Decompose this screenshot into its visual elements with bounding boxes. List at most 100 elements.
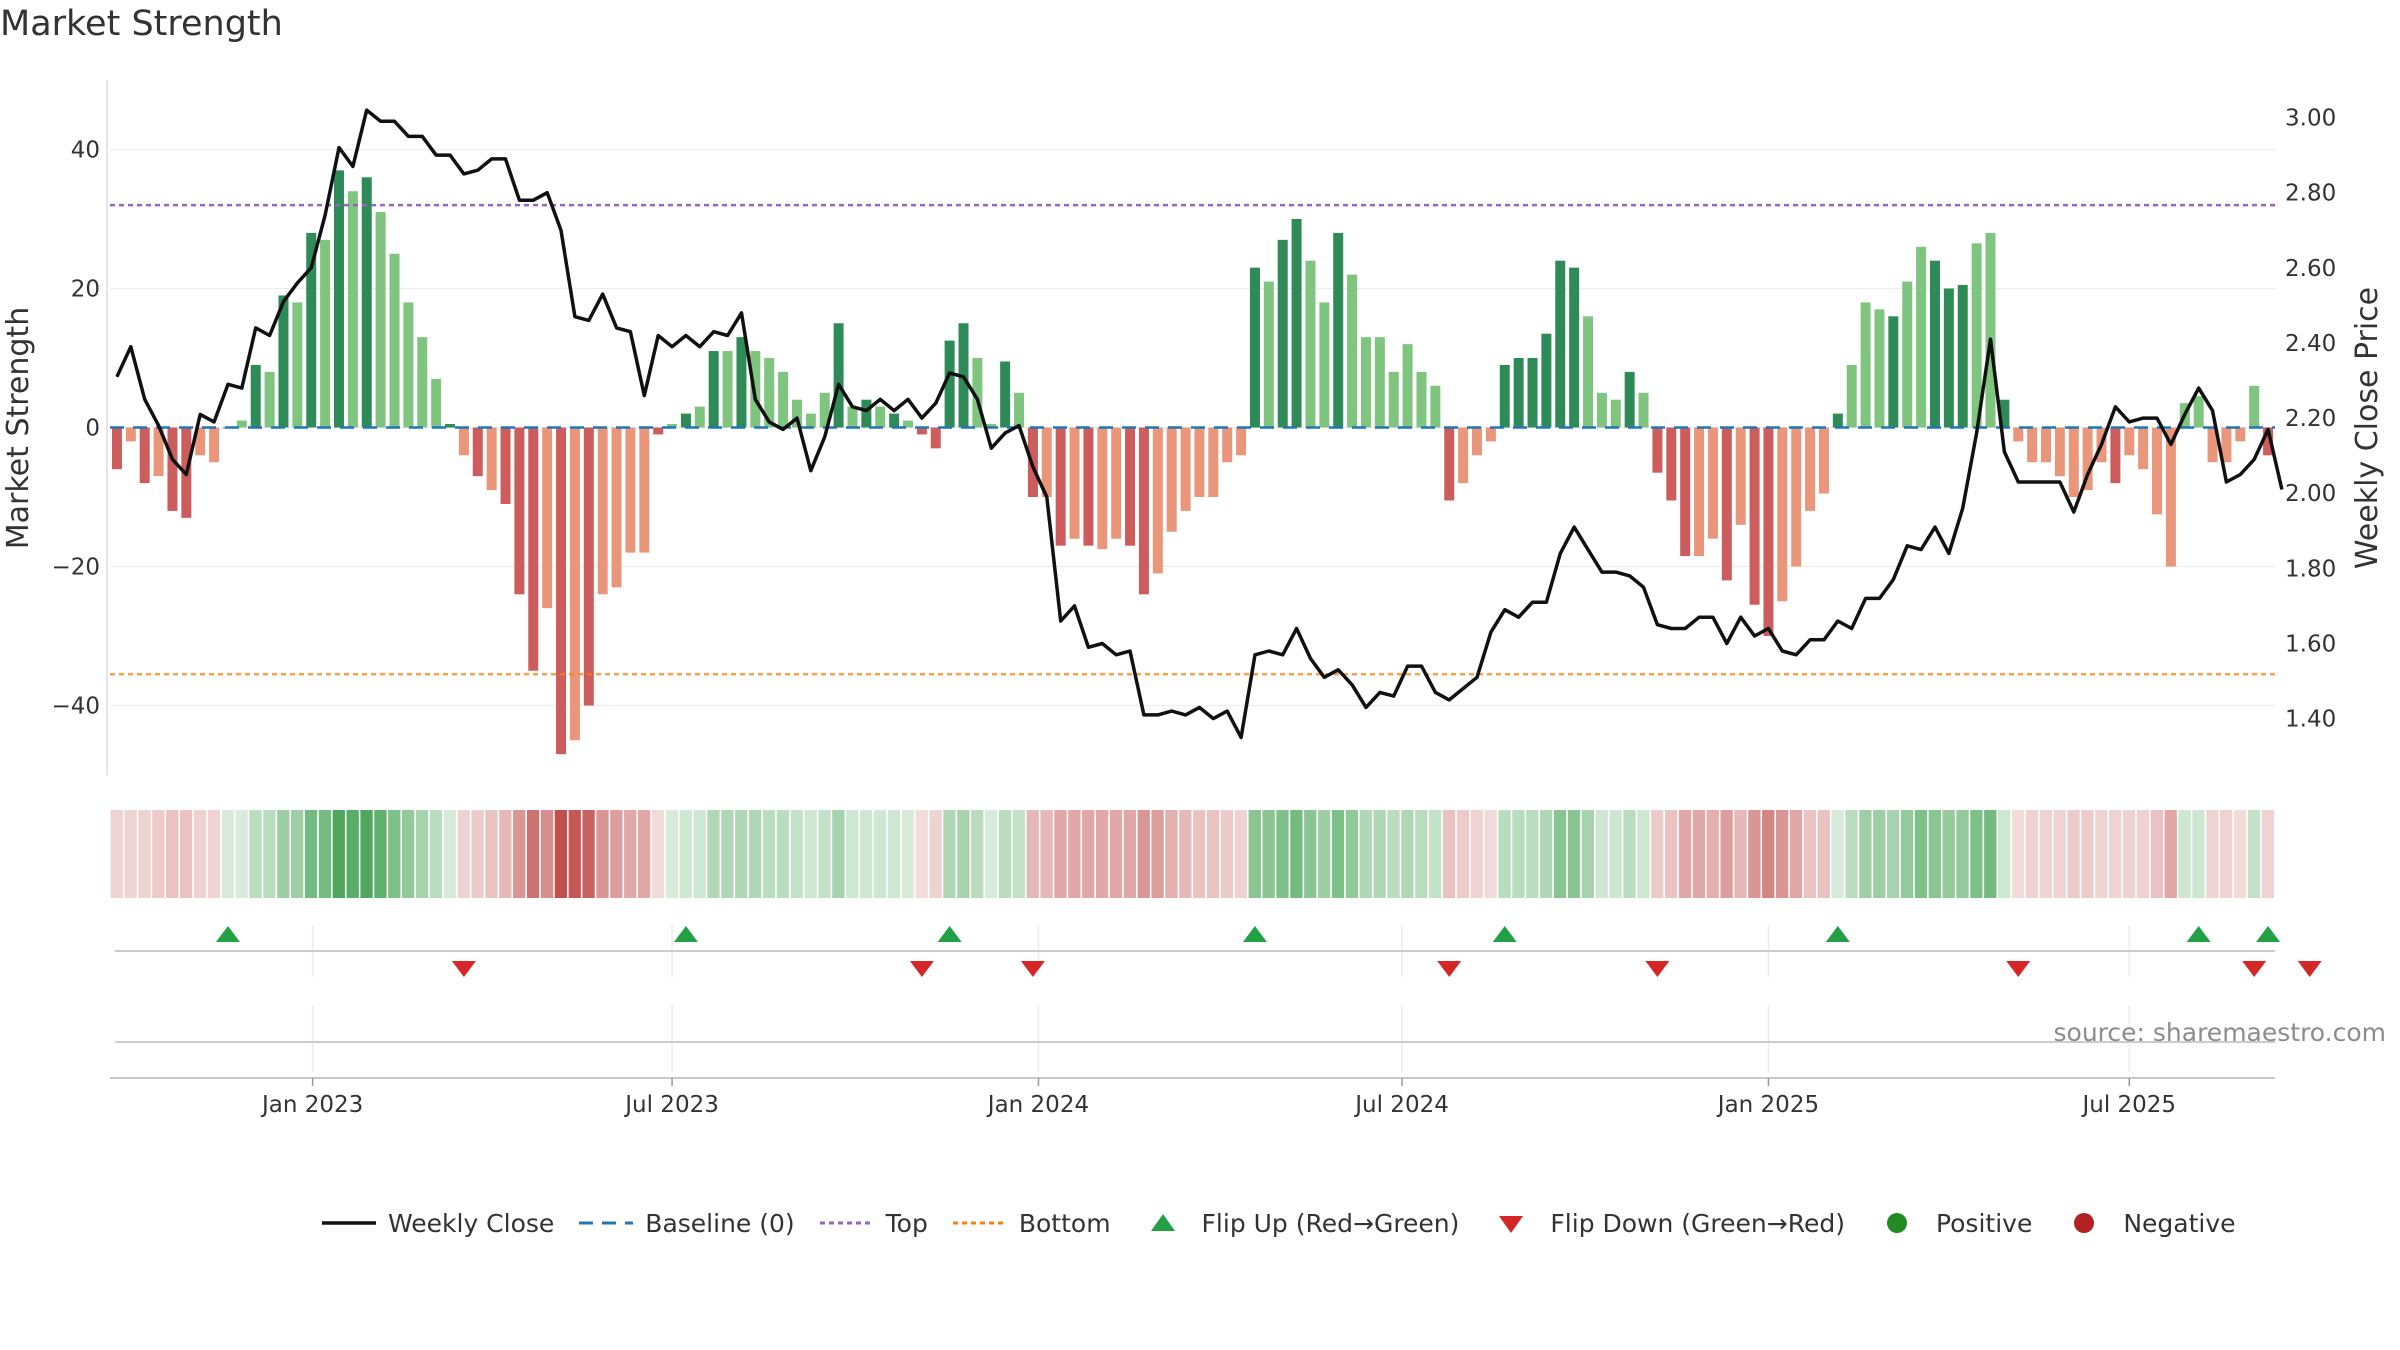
flip-down-marker — [909, 961, 934, 977]
strength-bar — [986, 424, 997, 428]
heat-cell — [1040, 810, 1053, 898]
heat-cell — [748, 810, 762, 898]
strength-bar — [209, 427, 220, 463]
strength-bar — [1041, 427, 1052, 497]
heat-cell — [2206, 810, 2219, 898]
legend-item: Negative — [2053, 1208, 2236, 1238]
heat-cell — [304, 810, 318, 898]
strength-bar — [125, 427, 136, 442]
heat-cell — [402, 810, 415, 898]
heat-cell — [1720, 810, 1733, 898]
strength-bar — [445, 424, 456, 428]
heat-cell — [360, 810, 373, 898]
reference-lines — [110, 203, 2275, 676]
heat-cell — [1512, 810, 1525, 898]
strength-bar — [667, 424, 678, 428]
heat-cell — [637, 810, 651, 898]
strength-bar — [1777, 427, 1788, 602]
strength-bar — [111, 427, 122, 470]
y2-axis-title: Weekly Close Price — [2350, 287, 2385, 569]
strength-bar — [153, 427, 164, 477]
heat-cell — [1526, 810, 1539, 898]
legend-label: Flip Up (Red→Green) — [1201, 1208, 1460, 1238]
heat-cell — [1956, 810, 1969, 898]
strength-bar — [2249, 385, 2260, 428]
heat-cell — [1734, 810, 1747, 898]
flip-up-marker — [1492, 926, 1517, 942]
legend-swatch — [322, 1221, 376, 1225]
flip-up-marker — [2256, 926, 2281, 942]
y-tick-label: 40 — [71, 138, 100, 164]
strength-bar — [1541, 333, 1552, 428]
strength-bar — [1222, 427, 1233, 463]
strength-bar — [1985, 232, 1996, 428]
strength-bar — [195, 427, 206, 456]
heat-cell — [1664, 810, 1678, 898]
strength-bar — [167, 427, 178, 511]
strength-bar — [1860, 302, 1871, 428]
strength-bar — [1277, 239, 1288, 428]
heat-cell — [263, 810, 276, 898]
strength-bar — [500, 427, 511, 504]
legend-swatch — [952, 1221, 1007, 1225]
heat-cell — [415, 810, 429, 898]
strength-bar — [1916, 246, 1927, 428]
strength-bar — [1902, 281, 1913, 428]
strength-bar — [1069, 427, 1080, 539]
strength-bar — [306, 232, 317, 428]
flip-down-marker — [2242, 961, 2267, 977]
heat-cell — [1845, 810, 1858, 898]
strength-bar — [791, 399, 802, 428]
strength-bar — [375, 212, 386, 428]
heat-cell — [971, 810, 984, 898]
strength-bar — [1721, 427, 1732, 581]
strength-bar — [1083, 427, 1094, 546]
strength-bar — [431, 378, 442, 428]
strength-bar — [1055, 427, 1066, 546]
heat-cell — [1442, 810, 1456, 898]
heat-cell — [1387, 810, 1400, 898]
axis-labels: 40 20 0 −20 −40 3.00 2.80 2.60 2.40 2.20 2.00 1.80 1… — [1, 106, 2385, 1118]
strength-bar — [1263, 281, 1274, 428]
flip-up-marker — [673, 926, 698, 942]
flip-down-marker — [1437, 961, 1462, 977]
heat-cell — [1914, 810, 1928, 898]
legend-triangle-up — [1150, 1214, 1175, 1231]
heat-cell — [124, 810, 137, 898]
heat-cell — [582, 810, 595, 898]
heat-cell — [846, 810, 859, 898]
strength-bar — [2221, 427, 2232, 463]
heat-cell — [443, 810, 456, 898]
strength-bar — [2013, 427, 2024, 442]
x-tick-label: Jan 2024 — [986, 1092, 1089, 1118]
legend-swatch — [1886, 1213, 1907, 1233]
heat-cell — [1373, 810, 1386, 898]
strength-bar — [1111, 427, 1122, 539]
heat-cell — [1151, 810, 1164, 898]
strength-bar — [861, 399, 872, 428]
flip-up-marker — [1242, 926, 1267, 942]
heat-cell — [1304, 810, 1317, 898]
heat-cell — [1012, 810, 1025, 898]
strength-bar — [389, 253, 400, 428]
heat-cell — [540, 810, 554, 898]
strength-bar — [2138, 427, 2149, 470]
legend-item: Weekly Close — [318, 1208, 554, 1238]
chart-title: Market Strength — [0, 4, 283, 44]
heat-cell — [179, 810, 193, 898]
heat-cell — [998, 810, 1012, 898]
heat-cell — [1109, 810, 1123, 898]
strength-bar — [1624, 371, 1635, 428]
heat-cell — [1651, 810, 1664, 898]
heat-cell — [1567, 810, 1581, 898]
heat-cell — [1415, 810, 1428, 898]
heat-cell — [610, 810, 623, 898]
heat-cell — [1401, 810, 1414, 898]
strength-bar — [1610, 399, 1621, 428]
strength-bar — [972, 358, 983, 428]
strength-bar — [139, 427, 150, 484]
strength-bar — [1888, 316, 1899, 428]
weekly-close-line — [115, 108, 2284, 740]
heat-cell — [873, 810, 887, 898]
strength-bar — [2027, 427, 2038, 463]
